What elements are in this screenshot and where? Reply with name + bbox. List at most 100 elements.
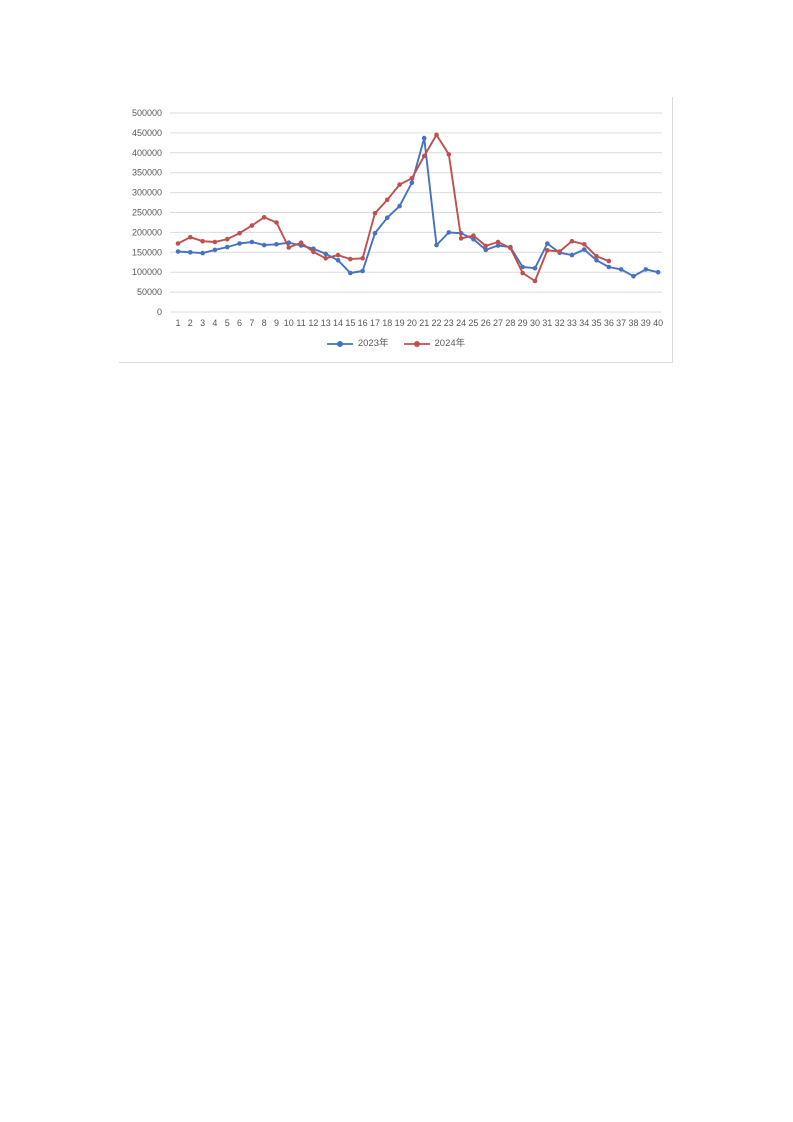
y-tick-label: 250000 bbox=[132, 208, 162, 218]
chart-legend: 2023年 2024年 bbox=[119, 339, 672, 349]
data-point-2023年 bbox=[520, 264, 525, 270]
data-point-2024年 bbox=[274, 220, 279, 225]
data-point-2023年 bbox=[446, 230, 452, 235]
y-tick-label: 300000 bbox=[132, 188, 162, 198]
data-point-2023年 bbox=[409, 180, 415, 185]
x-tick-label: 9 bbox=[274, 318, 279, 328]
data-point-2024年 bbox=[261, 215, 267, 220]
data-point-2024年 bbox=[397, 182, 402, 187]
data-point-2024年 bbox=[483, 243, 489, 249]
data-point-2024年 bbox=[409, 176, 415, 181]
x-tick-label: 24 bbox=[456, 318, 466, 328]
x-tick-label: 8 bbox=[262, 318, 267, 328]
legend-line-marker-2023-icon bbox=[326, 340, 353, 347]
data-point-2023年 bbox=[348, 270, 353, 276]
x-tick-label: 36 bbox=[604, 318, 614, 328]
y-tick-label: 450000 bbox=[132, 128, 162, 138]
y-tick-label: 50000 bbox=[137, 287, 162, 297]
data-point-2024年 bbox=[298, 240, 304, 245]
data-point-2023年 bbox=[594, 258, 599, 263]
data-point-2024年 bbox=[581, 242, 587, 247]
x-tick-label: 33 bbox=[567, 318, 577, 328]
series-line-2023年 bbox=[177, 137, 660, 278]
data-point-2024年 bbox=[348, 256, 353, 262]
data-point-2023年 bbox=[311, 246, 316, 251]
data-point-2023年 bbox=[581, 247, 587, 252]
x-tick-label: 37 bbox=[616, 318, 626, 328]
data-point-2024年 bbox=[557, 249, 562, 254]
x-tick-label: 38 bbox=[628, 318, 638, 328]
x-tick-label: 6 bbox=[237, 318, 242, 328]
data-point-2023年 bbox=[384, 215, 390, 220]
x-tick-label: 16 bbox=[358, 318, 368, 328]
data-point-2023年 bbox=[631, 273, 636, 279]
data-point-2023年 bbox=[545, 241, 550, 246]
data-point-2023年 bbox=[421, 135, 427, 141]
data-point-2023年 bbox=[237, 241, 242, 246]
x-tick-label: 23 bbox=[444, 318, 454, 328]
data-point-2024年 bbox=[384, 197, 390, 203]
y-tick-label: 500000 bbox=[132, 108, 162, 118]
data-point-2024年 bbox=[224, 236, 230, 242]
x-tick-label: 31 bbox=[542, 318, 552, 328]
x-tick-label: 1 bbox=[175, 318, 180, 328]
data-point-2023年 bbox=[643, 267, 649, 272]
x-tick-label: 15 bbox=[345, 318, 355, 328]
data-point-2024年 bbox=[372, 211, 378, 216]
data-point-2023年 bbox=[471, 236, 476, 242]
data-point-2024年 bbox=[508, 245, 513, 251]
data-point-2024年 bbox=[421, 153, 427, 159]
data-point-2023年 bbox=[606, 264, 612, 270]
x-tick-label: 34 bbox=[579, 318, 589, 328]
y-tick-label: 350000 bbox=[132, 168, 162, 178]
data-point-2023年 bbox=[483, 247, 489, 253]
data-point-2024年 bbox=[175, 241, 181, 246]
x-tick-label: 29 bbox=[518, 318, 528, 328]
data-point-2024年 bbox=[360, 256, 365, 261]
x-tick-label: 30 bbox=[530, 318, 540, 328]
legend-line-marker-2024-icon bbox=[403, 340, 430, 347]
legend-item-2024: 2024年 bbox=[403, 339, 465, 349]
data-point-2023年 bbox=[495, 243, 501, 248]
y-tick-label: 0 bbox=[157, 307, 162, 317]
data-point-2023年 bbox=[569, 252, 575, 258]
x-tick-label: 35 bbox=[592, 318, 602, 328]
data-point-2024年 bbox=[594, 254, 599, 259]
x-tick-label: 19 bbox=[395, 318, 405, 328]
data-point-2023年 bbox=[224, 244, 230, 250]
data-point-2023年 bbox=[655, 269, 661, 275]
data-point-2024年 bbox=[434, 132, 439, 138]
data-point-2024年 bbox=[532, 278, 538, 284]
y-tick-label: 200000 bbox=[132, 227, 162, 237]
data-point-2024年 bbox=[249, 223, 255, 228]
x-tick-label: 20 bbox=[407, 318, 417, 328]
data-point-2024年 bbox=[606, 258, 612, 264]
data-point-2023年 bbox=[323, 251, 329, 257]
legend-item-2023: 2023年 bbox=[326, 339, 389, 349]
x-tick-label: 17 bbox=[370, 318, 380, 328]
data-point-2024年 bbox=[495, 239, 501, 245]
data-point-2024年 bbox=[446, 152, 452, 157]
data-point-2023年 bbox=[261, 242, 267, 248]
data-point-2024年 bbox=[311, 249, 316, 255]
x-tick-label: 13 bbox=[321, 318, 331, 328]
data-point-2023年 bbox=[532, 265, 538, 271]
x-tick-label: 11 bbox=[296, 318, 305, 328]
chart-frame: 0 50000 100000 150000 200000 250000 300000 3500… bbox=[119, 97, 673, 363]
y-tick-label: 400000 bbox=[132, 148, 162, 158]
data-point-2024年 bbox=[286, 245, 292, 250]
data-point-2024年 bbox=[188, 234, 193, 240]
x-tick-label: 28 bbox=[505, 318, 515, 328]
data-point-2024年 bbox=[569, 238, 575, 244]
data-point-2024年 bbox=[458, 236, 464, 241]
x-tick-label: 12 bbox=[308, 318, 318, 328]
data-point-2024年 bbox=[545, 248, 550, 253]
y-tick-label: 100000 bbox=[132, 267, 162, 277]
data-point-2023年 bbox=[188, 250, 193, 255]
x-tick-label: 7 bbox=[249, 318, 254, 328]
data-point-2024年 bbox=[323, 256, 329, 261]
x-tick-label: 3 bbox=[200, 318, 205, 328]
x-tick-label: 26 bbox=[481, 318, 491, 328]
data-point-2024年 bbox=[471, 233, 476, 238]
